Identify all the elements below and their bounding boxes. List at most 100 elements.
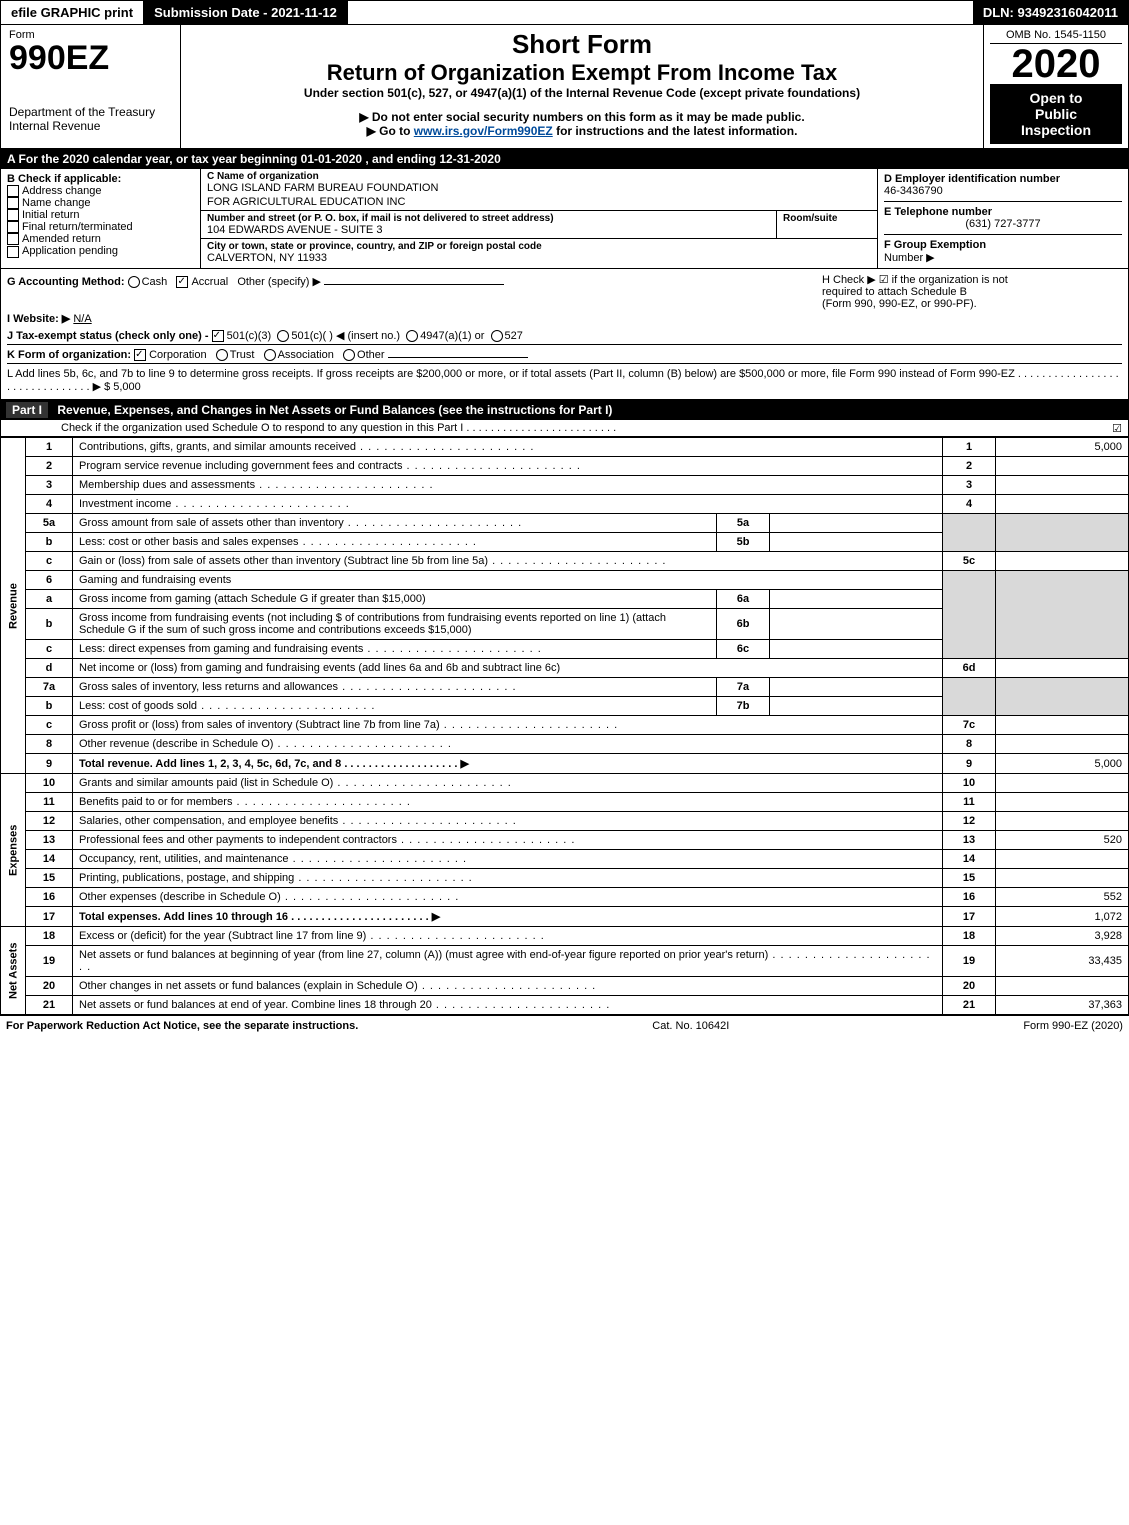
- chk-initial-return[interactable]: Initial return: [7, 209, 194, 221]
- radio-association[interactable]: [264, 349, 276, 361]
- l6d-num: d: [26, 659, 73, 678]
- radio-trust[interactable]: [216, 349, 228, 361]
- l6a-subval[interactable]: [770, 590, 943, 609]
- l5a-desc: Gross amount from sale of assets other t…: [73, 514, 717, 533]
- sched-o-text: Check if the organization used Schedule …: [61, 422, 616, 434]
- radio-527[interactable]: [491, 330, 503, 342]
- l15-val: [996, 869, 1129, 888]
- return-subtitle: Under section 501(c), 527, or 4947(a)(1)…: [193, 86, 971, 100]
- l7b-desc: Less: cost of goods sold: [73, 697, 717, 716]
- row-g: G Accounting Method: Cash Accrual Other …: [7, 273, 822, 310]
- l4-coln: 4: [943, 495, 996, 514]
- org-info-grid: B Check if applicable: Address change Na…: [0, 169, 1129, 269]
- l19-desc: Net assets or fund balances at beginning…: [73, 946, 943, 977]
- l5c-desc: Gain or (loss) from sale of assets other…: [73, 552, 943, 571]
- l7c-desc: Gross profit or (loss) from sales of inv…: [73, 716, 943, 735]
- l18-val: 3,928: [996, 927, 1129, 946]
- line-12: 12 Salaries, other compensation, and emp…: [1, 812, 1129, 831]
- l1-desc: Contributions, gifts, grants, and simila…: [73, 438, 943, 457]
- l11-desc: Benefits paid to or for members: [73, 793, 943, 812]
- row-j: J Tax-exempt status (check only one) - 5…: [7, 327, 1122, 344]
- l7a-num: 7a: [26, 678, 73, 697]
- l2-coln: 2: [943, 457, 996, 476]
- irs-link[interactable]: www.irs.gov/Form990EZ: [414, 124, 553, 138]
- j-501c3-label: 501(c)(3): [227, 330, 272, 342]
- ein-value: 46-3436790: [884, 185, 1122, 197]
- l8-num: 8: [26, 735, 73, 754]
- box-b: B Check if applicable: Address change Na…: [1, 169, 201, 268]
- line-5a: 5a Gross amount from sale of assets othe…: [1, 514, 1129, 533]
- l15-coln: 15: [943, 869, 996, 888]
- line-16: 16 Other expenses (describe in Schedule …: [1, 888, 1129, 907]
- l4-desc: Investment income: [73, 495, 943, 514]
- radio-other[interactable]: [343, 349, 355, 361]
- line-18: Net Assets 18 Excess or (deficit) for th…: [1, 927, 1129, 946]
- line-10: Expenses 10 Grants and similar amounts p…: [1, 774, 1129, 793]
- l5ab-grey: [943, 514, 996, 552]
- goto-suffix: for instructions and the latest informat…: [556, 124, 797, 138]
- l6-desc: Gaming and fundraising events: [73, 571, 943, 590]
- footer-left: For Paperwork Reduction Act Notice, see …: [6, 1020, 358, 1032]
- line-1: Revenue 1 Contributions, gifts, grants, …: [1, 438, 1129, 457]
- l16-desc: Other expenses (describe in Schedule O): [73, 888, 943, 907]
- cap-ein: D Employer identification number: [884, 173, 1122, 185]
- cap-room-suite: Room/suite: [777, 211, 877, 224]
- chk-accrual[interactable]: [176, 276, 188, 288]
- l5b-subval[interactable]: [770, 533, 943, 552]
- open-to-l1: Open to: [994, 90, 1118, 106]
- efile-print-button[interactable]: efile GRAPHIC print: [1, 1, 144, 24]
- chk-address-change[interactable]: Address change: [7, 185, 194, 197]
- chk-501c3[interactable]: [212, 330, 224, 342]
- g-label: G Accounting Method:: [7, 276, 125, 288]
- l19-coln: 19: [943, 946, 996, 977]
- dept-treasury-l2: Internal Revenue: [9, 119, 172, 133]
- l11-coln: 11: [943, 793, 996, 812]
- l14-desc: Occupancy, rent, utilities, and maintena…: [73, 850, 943, 869]
- g-other-label: Other (specify) ▶: [237, 276, 321, 288]
- l19-val: 33,435: [996, 946, 1129, 977]
- chk-final-return[interactable]: Final return/terminated: [7, 221, 194, 233]
- sched-o-check[interactable]: ☑: [1112, 422, 1122, 435]
- open-to-l3: Inspection: [994, 122, 1118, 138]
- telephone-value: (631) 727-3777: [884, 218, 1122, 230]
- radio-cash[interactable]: [128, 276, 140, 288]
- g-other-input[interactable]: [324, 284, 504, 285]
- l5a-subval[interactable]: [770, 514, 943, 533]
- l6a-sublbl: 6a: [717, 590, 770, 609]
- cap-city: City or town, state or province, country…: [201, 239, 877, 252]
- h-line1: H Check ▶ ☑ if the organization is not: [822, 273, 1122, 286]
- line-14: 14 Occupancy, rent, utilities, and maint…: [1, 850, 1129, 869]
- chk-app-pending[interactable]: Application pending: [7, 245, 194, 257]
- l7b-subval[interactable]: [770, 697, 943, 716]
- radio-4947[interactable]: [406, 330, 418, 342]
- line-20: 20 Other changes in net assets or fund b…: [1, 977, 1129, 996]
- section-netassets-label: Net Assets: [1, 927, 26, 1015]
- box-c: C Name of organization LONG ISLAND FARM …: [201, 169, 878, 268]
- l6a-desc: Gross income from gaming (attach Schedul…: [73, 590, 717, 609]
- l7a-subval[interactable]: [770, 678, 943, 697]
- l6b-subval[interactable]: [770, 609, 943, 640]
- l6c-subval[interactable]: [770, 640, 943, 659]
- l5c-coln: 5c: [943, 552, 996, 571]
- l2-desc: Program service revenue including govern…: [73, 457, 943, 476]
- radio-501c[interactable]: [277, 330, 289, 342]
- part1-sched-o-row: Check if the organization used Schedule …: [0, 420, 1129, 437]
- l16-coln: 16: [943, 888, 996, 907]
- l7b-num: b: [26, 697, 73, 716]
- goto-prefix: ▶ Go to: [367, 124, 414, 138]
- l8-val: [996, 735, 1129, 754]
- row-i: I Website: ▶ N/A: [7, 310, 1122, 327]
- line-7c: c Gross profit or (loss) from sales of i…: [1, 716, 1129, 735]
- chk-name-change[interactable]: Name change: [7, 197, 194, 209]
- line-8: 8 Other revenue (describe in Schedule O)…: [1, 735, 1129, 754]
- g-accrual-label: Accrual: [191, 276, 228, 288]
- line-6: 6 Gaming and fundraising events: [1, 571, 1129, 590]
- l13-coln: 13: [943, 831, 996, 850]
- chk-amended-return[interactable]: Amended return: [7, 233, 194, 245]
- chk-corporation[interactable]: [134, 349, 146, 361]
- submission-date-button[interactable]: Submission Date - 2021-11-12: [144, 1, 348, 24]
- l7c-coln: 7c: [943, 716, 996, 735]
- l5ab-grey-val: [996, 514, 1129, 552]
- k-other-input[interactable]: [388, 357, 528, 358]
- l8-desc: Other revenue (describe in Schedule O): [73, 735, 943, 754]
